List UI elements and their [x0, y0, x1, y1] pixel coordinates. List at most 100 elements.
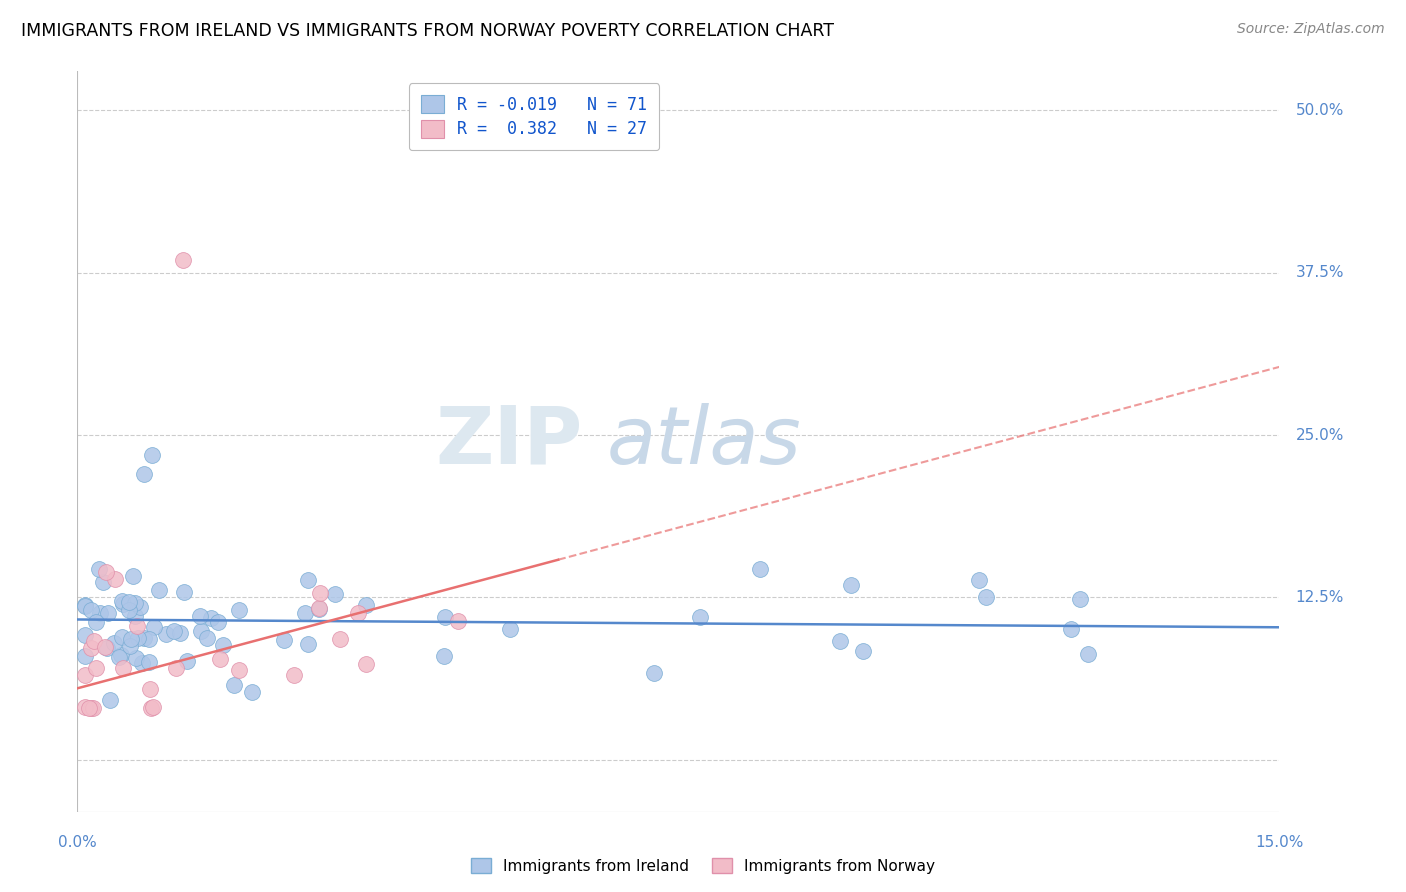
- Point: [125, 619, 148, 633]
- Point: [499, 622, 522, 636]
- Point: [111, 630, 134, 644]
- Point: [134, 467, 156, 481]
- Text: 0.0%: 0.0%: [58, 835, 97, 850]
- Point: [111, 593, 134, 607]
- Point: [207, 615, 229, 629]
- Point: [103, 635, 125, 649]
- Point: [86, 661, 108, 675]
- Point: [108, 650, 131, 665]
- Point: [131, 656, 153, 670]
- Point: [165, 661, 187, 675]
- Point: [1077, 647, 1099, 661]
- Point: [91, 575, 114, 590]
- Point: [172, 252, 194, 267]
- Point: [139, 701, 162, 715]
- Point: [120, 632, 142, 646]
- Point: [80, 603, 103, 617]
- Point: [228, 602, 250, 616]
- Point: [297, 573, 319, 587]
- Point: [86, 615, 108, 630]
- Point: [148, 583, 170, 598]
- Point: [139, 681, 162, 696]
- Text: IMMIGRANTS FROM IRELAND VS IMMIGRANTS FROM NORWAY POVERTY CORRELATION CHART: IMMIGRANTS FROM IRELAND VS IMMIGRANTS FR…: [21, 22, 834, 40]
- Point: [852, 644, 875, 658]
- Point: [283, 667, 305, 681]
- Point: [124, 597, 146, 611]
- Point: [75, 700, 97, 714]
- Text: atlas: atlas: [606, 402, 801, 481]
- Point: [1069, 591, 1091, 606]
- Point: [80, 640, 103, 655]
- Point: [142, 620, 165, 634]
- Point: [240, 685, 263, 699]
- Point: [141, 448, 163, 462]
- Point: [308, 601, 330, 615]
- Point: [433, 648, 456, 663]
- Text: 25.0%: 25.0%: [1295, 427, 1344, 442]
- Point: [447, 614, 470, 628]
- Point: [96, 566, 118, 580]
- Point: [138, 632, 160, 646]
- Legend: R = -0.019   N = 71, R =  0.382   N = 27: R = -0.019 N = 71, R = 0.382 N = 27: [409, 83, 659, 150]
- Legend: Immigrants from Ireland, Immigrants from Norway: Immigrants from Ireland, Immigrants from…: [465, 852, 941, 880]
- Point: [104, 572, 127, 586]
- Point: [354, 599, 377, 613]
- Point: [1060, 623, 1083, 637]
- Point: [190, 624, 212, 638]
- Point: [96, 640, 118, 655]
- Point: [228, 663, 250, 677]
- Point: [75, 599, 97, 613]
- Point: [121, 568, 143, 582]
- Point: [308, 586, 330, 600]
- Point: [82, 701, 104, 715]
- Point: [128, 600, 150, 615]
- Text: 15.0%: 15.0%: [1256, 835, 1303, 850]
- Point: [83, 634, 105, 648]
- Point: [80, 701, 103, 715]
- Point: [132, 631, 155, 645]
- Point: [308, 602, 330, 616]
- Point: [155, 627, 177, 641]
- Point: [120, 639, 142, 653]
- Point: [111, 661, 134, 675]
- Text: Source: ZipAtlas.com: Source: ZipAtlas.com: [1237, 22, 1385, 37]
- Point: [75, 599, 97, 613]
- Point: [347, 607, 370, 621]
- Point: [689, 610, 711, 624]
- Point: [75, 628, 97, 642]
- Point: [433, 609, 456, 624]
- Point: [138, 656, 160, 670]
- Text: 12.5%: 12.5%: [1295, 590, 1344, 605]
- Point: [294, 606, 316, 620]
- Point: [329, 632, 352, 646]
- Point: [354, 657, 377, 671]
- Point: [323, 586, 346, 600]
- Point: [176, 654, 198, 668]
- Point: [212, 638, 235, 652]
- Point: [97, 606, 120, 620]
- Point: [94, 640, 117, 654]
- Point: [969, 573, 991, 587]
- Point: [173, 584, 195, 599]
- Point: [142, 700, 165, 714]
- Point: [75, 649, 97, 664]
- Point: [117, 602, 139, 616]
- Point: [200, 610, 222, 624]
- Point: [195, 631, 218, 645]
- Point: [749, 562, 772, 576]
- Point: [110, 648, 132, 662]
- Point: [169, 626, 191, 640]
- Point: [124, 609, 146, 624]
- Text: ZIP: ZIP: [434, 402, 582, 481]
- Point: [125, 651, 148, 665]
- Point: [828, 634, 851, 648]
- Point: [79, 701, 101, 715]
- Point: [974, 590, 997, 604]
- Point: [112, 597, 135, 611]
- Point: [297, 638, 319, 652]
- Point: [98, 693, 121, 707]
- Point: [89, 561, 111, 575]
- Text: 37.5%: 37.5%: [1295, 265, 1344, 280]
- Text: 50.0%: 50.0%: [1295, 103, 1344, 118]
- Point: [127, 631, 149, 645]
